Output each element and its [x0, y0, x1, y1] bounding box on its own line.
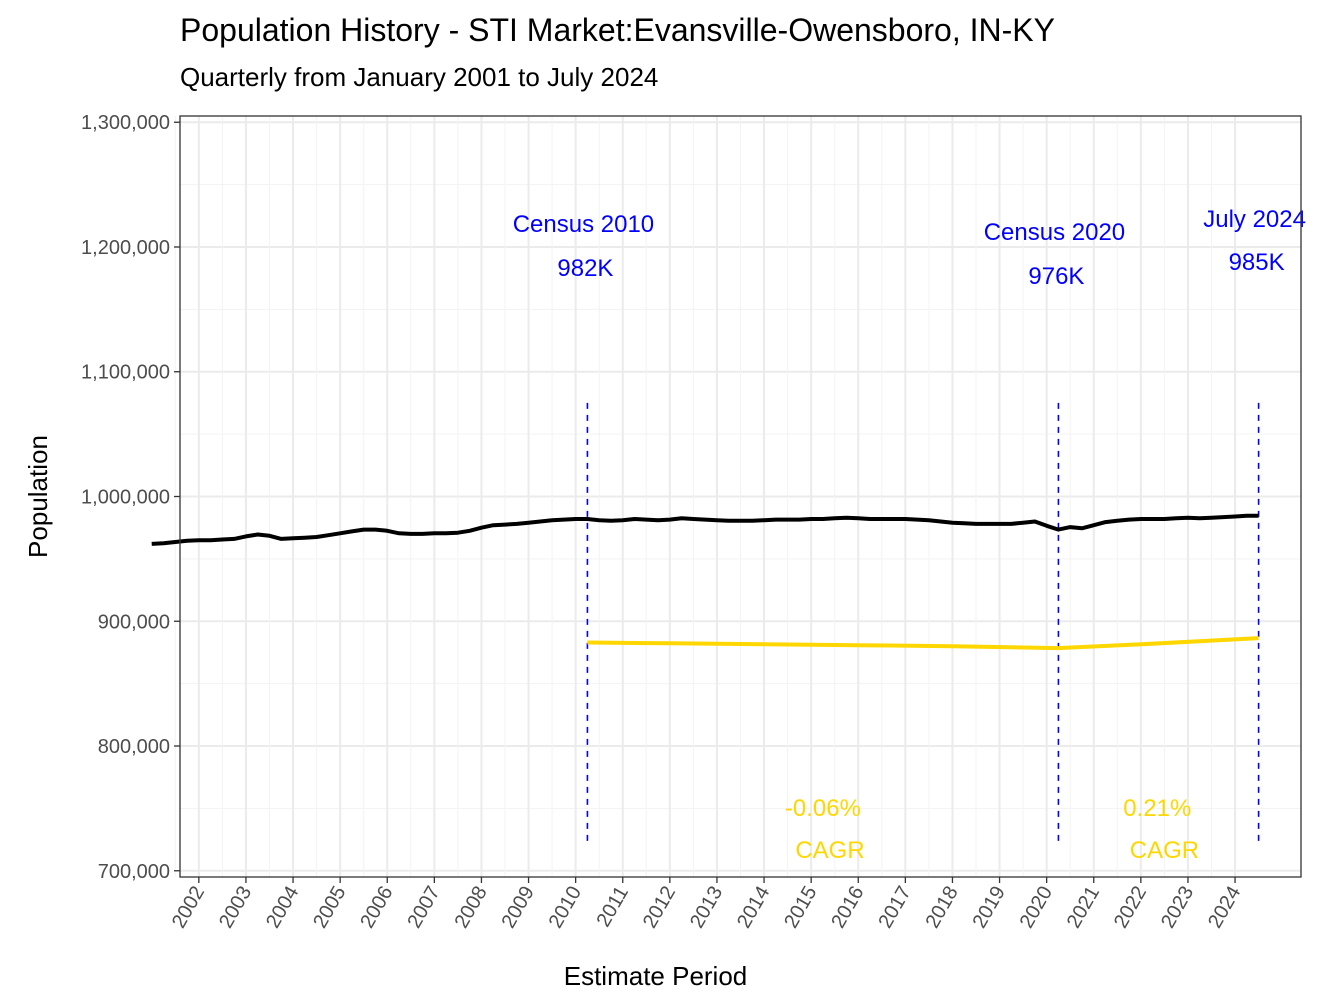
cagr-caption-label: CAGR	[1130, 837, 1199, 864]
x-tick-label: 2015	[780, 883, 821, 933]
y-tick-layer: 700,000 800,000 900,000 1,000,000 1,100,000 1…	[81, 112, 180, 883]
x-tick-label: 2016	[827, 883, 868, 933]
y-tick-label: 1,200,000	[81, 237, 170, 259]
x-tick-label: 2009	[498, 883, 539, 933]
x-tick-label: 2017	[874, 883, 915, 933]
y-tick-label: 1,000,000	[81, 487, 170, 509]
chart-title: Population History - STI Market:Evansvil…	[180, 12, 1055, 48]
census-value-label: 985K	[1229, 249, 1285, 276]
series-layer	[151, 513, 1259, 651]
y-tick-label: 1,300,000	[81, 112, 170, 134]
x-tick-label: 2003	[215, 883, 256, 933]
cagr-value-label: 0.21%	[1123, 795, 1191, 822]
census-label: July 2024	[1203, 206, 1306, 233]
x-tick-label: 2011	[593, 883, 634, 931]
x-tick-label: 2002	[168, 883, 209, 933]
cagr-caption-label: CAGR	[795, 837, 864, 864]
x-tick-label: 2022	[1110, 883, 1151, 933]
x-tick-label: 2005	[309, 883, 350, 933]
x-tick-label: 2010	[545, 883, 586, 933]
census-line-layer: Census 2010 982K Census 2020 976K July 2024 9…	[513, 206, 1306, 846]
grid-layer	[174, 116, 1301, 877]
y-tick-label: 900,000	[98, 611, 170, 633]
x-tick-label: 2023	[1157, 883, 1198, 933]
y-tick-label: 1,100,000	[81, 362, 170, 384]
chart-subtitle: Quarterly from January 2001 to July 2024	[180, 62, 659, 92]
y-tick-label: 800,000	[98, 736, 170, 758]
x-tick-label: 2019	[969, 883, 1010, 933]
census-value-label: 982K	[557, 255, 613, 282]
x-tick-label: 2014	[733, 883, 774, 933]
x-tick-label: 2006	[356, 883, 397, 933]
x-tick-label: 2008	[450, 883, 491, 933]
cagr-trend-line	[587, 636, 1259, 651]
x-tick-label: 2004	[262, 883, 303, 933]
x-axis-label: Estimate Period	[564, 961, 748, 991]
x-tick-label: 2021	[1063, 883, 1104, 933]
x-tick-label: 2024	[1204, 883, 1245, 933]
y-tick-label: 700,000	[98, 861, 170, 883]
annotation-layer: -0.06% CAGR 0.21% CAGR	[785, 795, 1199, 864]
cagr-value-label: -0.06%	[785, 795, 861, 822]
x-tick-label: 2018	[921, 883, 962, 933]
population-line	[151, 513, 1259, 546]
x-tick-label: 2007	[403, 883, 444, 933]
x-tick-label: 2013	[686, 883, 727, 933]
y-axis-label: Population	[23, 435, 53, 558]
plot-panel-border	[179, 115, 1302, 878]
census-label: Census 2010	[513, 211, 654, 238]
x-tick-label: 2020	[1016, 883, 1057, 933]
x-tick-label: 2012	[639, 883, 680, 933]
census-label: Census 2020	[984, 219, 1125, 246]
census-value-label: 976K	[1028, 263, 1084, 290]
x-tick-layer: 2002 2003 2004 2005 2006 2007 2008 2009 2010 2011…	[168, 877, 1245, 933]
